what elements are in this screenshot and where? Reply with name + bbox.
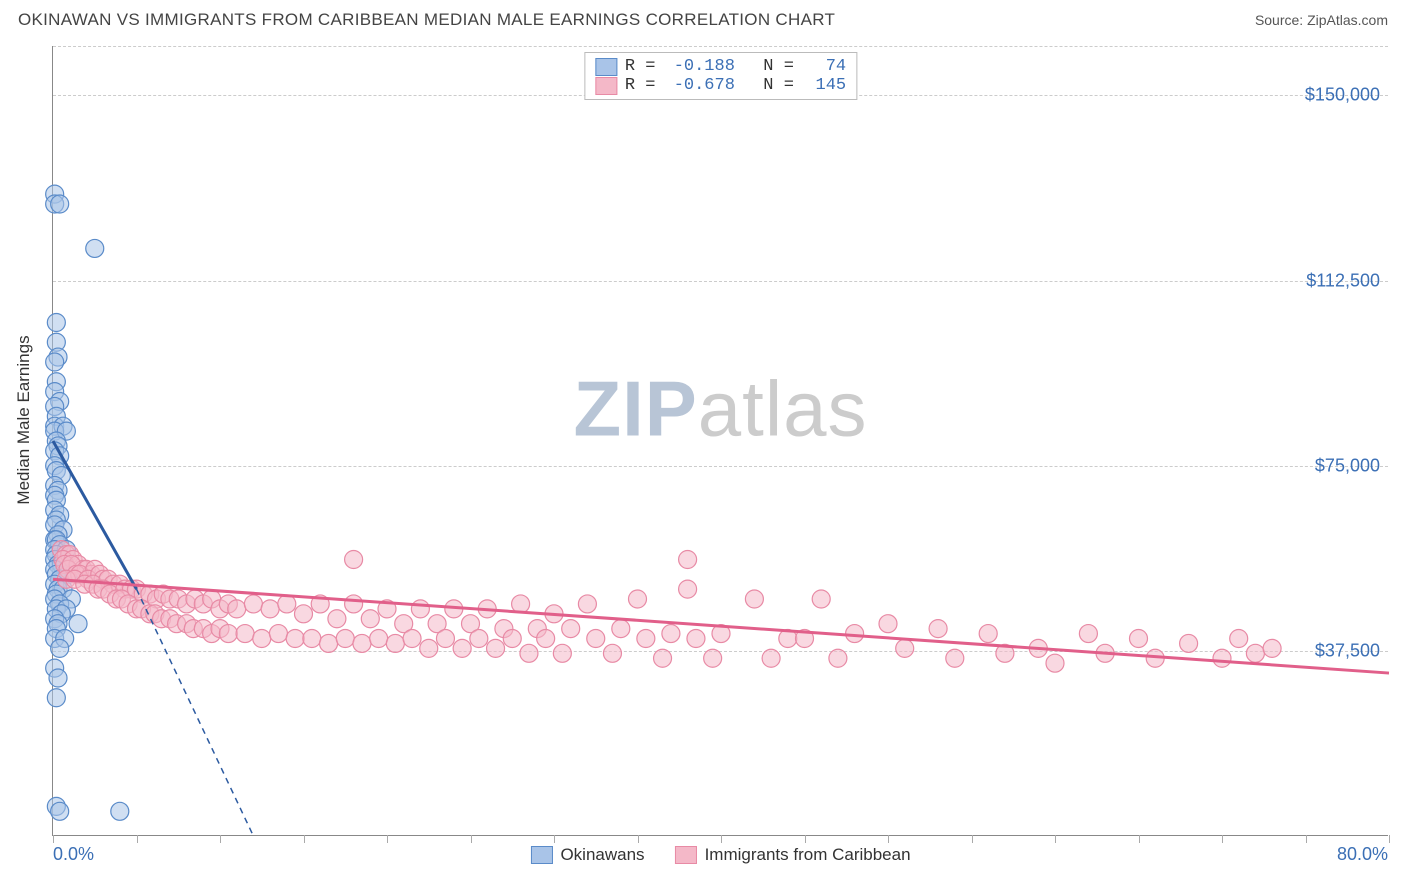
x-axis-min-label: 0.0% — [53, 844, 94, 865]
x-axis-max-label: 80.0% — [1337, 844, 1388, 865]
scatter-plot-svg — [53, 46, 1388, 835]
chart-title: OKINAWAN VS IMMIGRANTS FROM CARIBBEAN ME… — [18, 10, 835, 30]
legend-item-caribbean: Immigrants from Caribbean — [675, 845, 911, 865]
series-legend: Okinawans Immigrants from Caribbean — [530, 845, 910, 865]
swatch-okinawans — [595, 58, 617, 76]
swatch-okinawans-icon — [530, 846, 552, 864]
swatch-caribbean-icon — [675, 846, 697, 864]
source-attribution: Source: ZipAtlas.com — [1255, 12, 1388, 28]
legend-row-okinawans: R = -0.188 N = 74 — [595, 57, 846, 76]
y-axis-label: Median Male Earnings — [14, 335, 34, 504]
chart-plot-area: ZIPatlas $37,500$75,000$112,500$150,000 … — [52, 46, 1388, 836]
swatch-caribbean — [595, 77, 617, 95]
legend-row-caribbean: R = -0.678 N = 145 — [595, 76, 846, 95]
correlation-legend: R = -0.188 N = 74 R = -0.678 N = 145 — [584, 52, 857, 100]
legend-item-okinawans: Okinawans — [530, 845, 644, 865]
